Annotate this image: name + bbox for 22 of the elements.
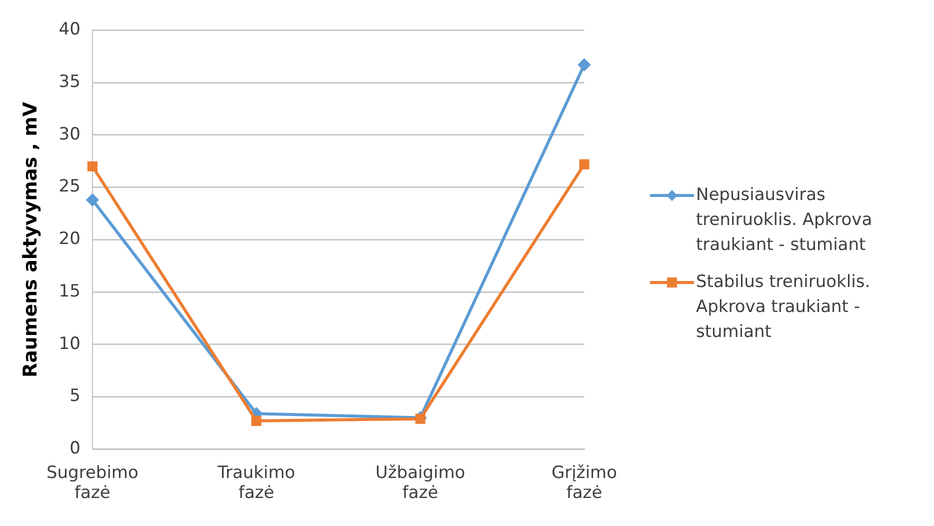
x-tick-label: Grįžimo fazė	[552, 462, 618, 504]
x-tick-label: Užbaigimo fazė	[375, 462, 466, 504]
point	[579, 159, 590, 170]
y-tick-label: 10	[58, 334, 80, 354]
point	[578, 58, 590, 71]
point	[87, 161, 98, 172]
point	[86, 194, 98, 206]
y-axis-title: Raumens aktyvymas , mV	[19, 102, 42, 378]
point	[251, 416, 262, 426]
x-tick-label: Traukimo fazė	[216, 462, 296, 504]
y-tick-label: 5	[70, 386, 80, 406]
legend-label: Stabilus treniruoklis. Apkrova traukiant - stumiant	[696, 271, 872, 344]
y-tick-label: 30	[58, 124, 80, 144]
y-tick-label: 15	[58, 281, 80, 302]
y-tick-label: 20	[58, 229, 80, 250]
y-tick-label: 40	[58, 20, 80, 40]
x-tick-label: Sugrebimo fazė	[46, 462, 138, 504]
y-tick-label: 0	[70, 438, 80, 459]
point	[415, 414, 426, 424]
legend-label: Nepusiausviras treniruoklis. Apkrova traukiant - stumiant	[696, 184, 874, 257]
y-tick-label: 35	[58, 72, 80, 92]
y-tick-label: 25	[58, 176, 80, 197]
